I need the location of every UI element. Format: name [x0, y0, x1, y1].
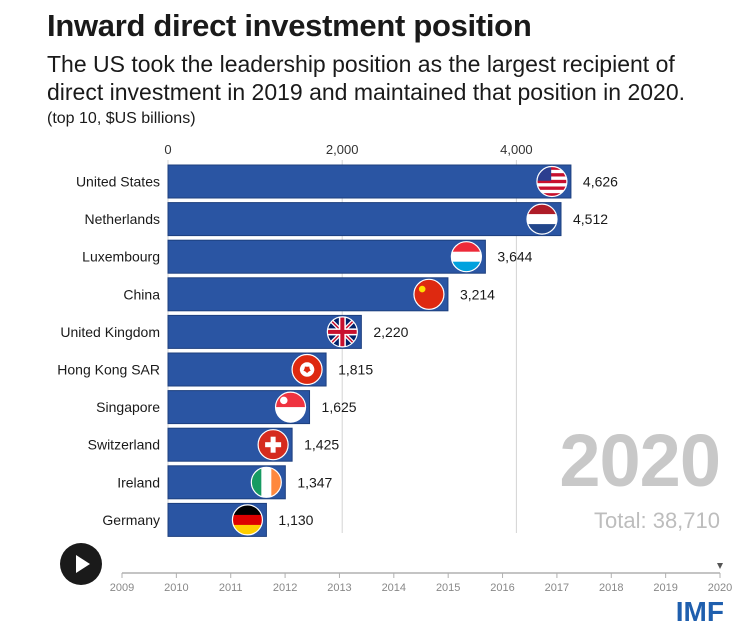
timeline-year-label: 2014: [382, 582, 406, 594]
timeline-year-label: 2016: [490, 582, 514, 594]
timeline-year-label: 2017: [545, 582, 569, 594]
bar: [167, 277, 449, 312]
timeline-marker-icon: [717, 563, 723, 569]
bar: [167, 164, 572, 199]
chart-units-note: (top 10, $US billions): [47, 110, 196, 127]
us-flag-icon: [536, 166, 567, 197]
hong-kong-flag-icon: [292, 354, 323, 385]
value-label: 4,512: [573, 211, 608, 227]
uk-flag-icon: [327, 316, 358, 347]
singapore-flag-icon: [275, 392, 306, 423]
switzerland-flag-icon: [258, 429, 289, 460]
category-label: United Kingdom: [60, 324, 160, 340]
timeline-year-label: 2015: [436, 582, 460, 594]
chart-title: Inward direct investment position: [47, 8, 532, 43]
value-label: 1,425: [304, 437, 339, 453]
category-label: Switzerland: [88, 437, 160, 453]
luxembourg-flag-icon: [451, 241, 482, 272]
timeline-year-label: 2012: [273, 582, 297, 594]
x-tick-label: 0: [164, 142, 171, 157]
germany-flag-icon: [232, 504, 263, 535]
value-label: 3,644: [497, 249, 532, 265]
value-label: 1,347: [297, 474, 332, 490]
x-tick-label: 4,000: [500, 142, 533, 157]
current-year-display: 2020: [559, 419, 721, 502]
total-value: Total: 38,710: [594, 508, 720, 533]
value-label: 2,220: [373, 324, 408, 340]
category-label: Netherlands: [85, 211, 161, 227]
timeline-year-label: 2019: [653, 582, 677, 594]
play-icon: [76, 555, 90, 573]
category-label: Luxembourg: [82, 249, 160, 265]
category-label: United States: [76, 174, 160, 190]
ireland-flag-icon: [251, 467, 282, 498]
bar: [167, 239, 486, 274]
timeline-year-label: 2018: [599, 582, 623, 594]
china-flag-icon: [413, 279, 444, 310]
timeline-year-label: 2010: [164, 582, 188, 594]
value-label: 3,214: [460, 286, 495, 302]
timeline-year-label: 2020: [708, 582, 732, 594]
category-label: China: [123, 286, 160, 302]
category-label: Germany: [102, 512, 160, 528]
value-label: 4,626: [583, 174, 618, 190]
category-label: Singapore: [96, 399, 160, 415]
play-button[interactable]: [60, 543, 102, 585]
value-label: 1,130: [278, 512, 313, 528]
category-label: Ireland: [117, 474, 160, 490]
value-label: 1,625: [322, 399, 357, 415]
bar: [167, 202, 562, 237]
netherlands-flag-icon: [526, 204, 557, 235]
timeline-year-label: 2013: [327, 582, 351, 594]
x-tick-label: 2,000: [326, 142, 359, 157]
category-label: Hong Kong SAR: [57, 362, 160, 378]
chart-subtitle: The US took the leadership position as t…: [47, 51, 686, 105]
imf-logo: IMF: [675, 596, 724, 627]
value-label: 1,815: [338, 362, 373, 378]
timeline-year-label: 2011: [219, 582, 243, 594]
timeline-year-label: 2009: [110, 582, 134, 594]
